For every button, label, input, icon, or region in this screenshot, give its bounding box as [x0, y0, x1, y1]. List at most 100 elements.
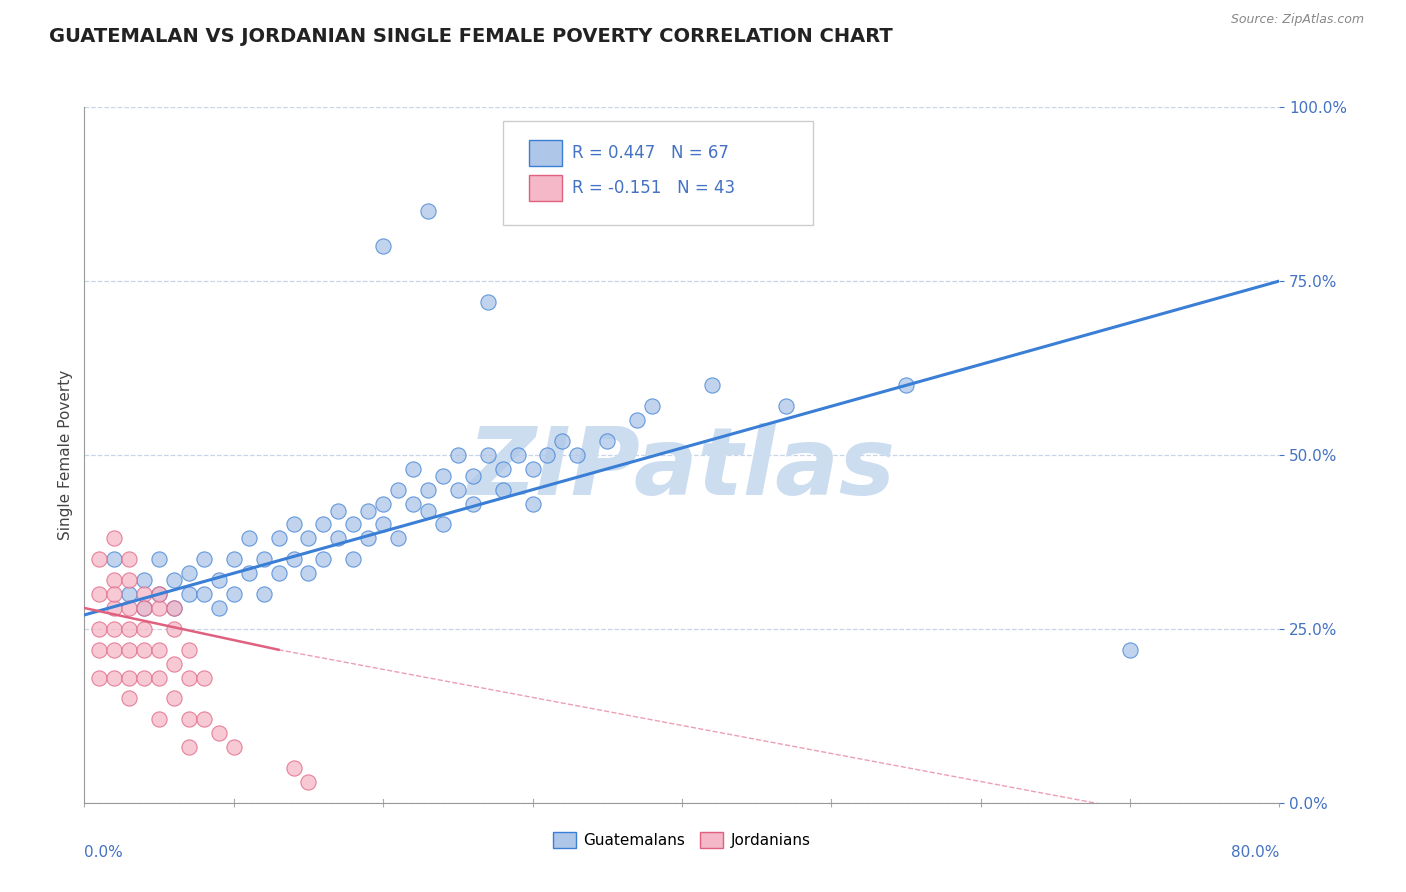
Point — [208, 573, 231, 587]
Point — [208, 726, 231, 740]
Point — [536, 448, 558, 462]
Point — [447, 483, 470, 497]
Point — [416, 204, 439, 219]
Point — [312, 552, 335, 566]
Point — [373, 517, 395, 532]
Point — [118, 587, 141, 601]
Point — [103, 671, 125, 685]
Point — [416, 503, 439, 517]
Point — [89, 552, 111, 566]
Point — [342, 552, 364, 566]
Point — [267, 532, 290, 546]
Point — [177, 566, 200, 581]
Point — [641, 399, 664, 413]
Text: 0.0%: 0.0% — [84, 845, 124, 860]
Point — [551, 434, 574, 448]
Point — [132, 601, 156, 615]
Point — [118, 691, 141, 706]
Point — [132, 601, 156, 615]
Point — [148, 587, 170, 601]
Point — [492, 462, 515, 476]
Point — [402, 462, 425, 476]
Point — [103, 622, 125, 636]
Text: R = 0.447   N = 67: R = 0.447 N = 67 — [572, 144, 728, 162]
Point — [118, 573, 141, 587]
Point — [193, 671, 215, 685]
Text: Source: ZipAtlas.com: Source: ZipAtlas.com — [1230, 13, 1364, 27]
Point — [506, 448, 529, 462]
Point — [118, 601, 141, 615]
Point — [522, 462, 544, 476]
Point — [118, 552, 141, 566]
Point — [177, 712, 200, 726]
Point — [177, 642, 200, 657]
Point — [447, 448, 470, 462]
Point — [163, 622, 186, 636]
Point — [222, 552, 245, 566]
Point — [89, 671, 111, 685]
Point — [163, 573, 186, 587]
Point — [1119, 642, 1142, 657]
Point — [118, 622, 141, 636]
Point — [402, 497, 425, 511]
Bar — [529, 140, 562, 166]
Point — [132, 642, 156, 657]
Point — [163, 601, 186, 615]
Point — [373, 497, 395, 511]
Point — [297, 775, 319, 789]
Point — [177, 587, 200, 601]
Point — [177, 671, 200, 685]
Point — [700, 378, 723, 392]
Point — [103, 601, 125, 615]
Point — [461, 468, 484, 483]
Point — [148, 642, 170, 657]
Point — [416, 483, 439, 497]
Point — [103, 587, 125, 601]
Point — [357, 503, 380, 517]
Point — [193, 552, 215, 566]
Point — [567, 448, 589, 462]
Point — [283, 517, 305, 532]
Point — [596, 434, 619, 448]
Point — [357, 532, 380, 546]
Point — [432, 517, 454, 532]
Point — [253, 552, 276, 566]
Point — [312, 517, 335, 532]
Point — [163, 657, 186, 671]
Point — [148, 552, 170, 566]
Point — [522, 497, 544, 511]
Point — [492, 483, 515, 497]
Point — [163, 601, 186, 615]
FancyBboxPatch shape — [503, 121, 814, 226]
Point — [103, 642, 125, 657]
Point — [267, 566, 290, 581]
Point — [132, 671, 156, 685]
Point — [297, 532, 319, 546]
Point — [118, 671, 141, 685]
Point — [148, 671, 170, 685]
Point — [387, 532, 409, 546]
Point — [328, 532, 350, 546]
Point — [328, 503, 350, 517]
Point — [89, 587, 111, 601]
Point — [132, 587, 156, 601]
Point — [432, 468, 454, 483]
Point — [283, 552, 305, 566]
Point — [238, 532, 260, 546]
Text: 80.0%: 80.0% — [1232, 845, 1279, 860]
Point — [103, 532, 125, 546]
Point — [132, 573, 156, 587]
Point — [208, 601, 231, 615]
Point — [238, 566, 260, 581]
Point — [89, 642, 111, 657]
Point — [103, 573, 125, 587]
Point — [222, 587, 245, 601]
Point — [132, 622, 156, 636]
Text: ZIPatlas: ZIPatlas — [468, 423, 896, 515]
Point — [148, 601, 170, 615]
Legend: Guatemalans, Jordanians: Guatemalans, Jordanians — [547, 826, 817, 855]
Point — [283, 761, 305, 775]
Point — [148, 587, 170, 601]
Point — [193, 712, 215, 726]
Point — [342, 517, 364, 532]
